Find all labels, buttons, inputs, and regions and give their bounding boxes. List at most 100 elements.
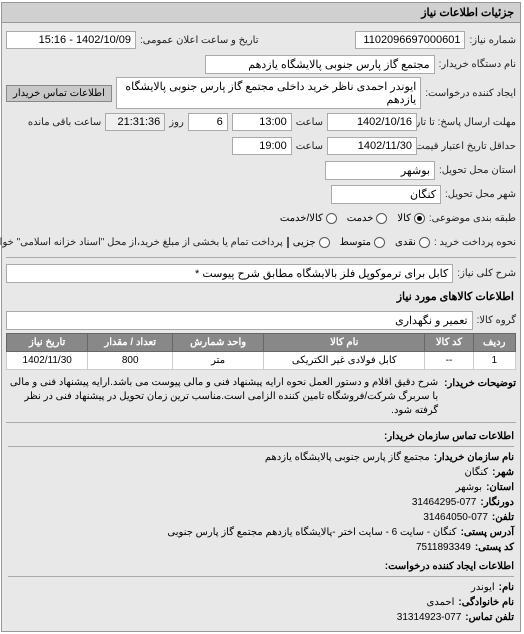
pack-opt-a-label: کالا (398, 213, 412, 224)
validity-time-label: ساعت (297, 141, 324, 152)
countdown-days-field: 6 (189, 113, 229, 131)
pay-opt-c-label: جزیی (294, 237, 317, 248)
c2-tel-value: 31314923-077 (398, 610, 463, 625)
kv-c2-name: نام: ایوندر (9, 580, 515, 595)
c-post-value: 7511893349 (417, 540, 472, 555)
c-fax-label: دورنگار: (481, 495, 515, 510)
pack-label: طبقه بندی موضوعی: (430, 213, 517, 224)
cell-name: کابل فولادی غیر الکتریکی (265, 352, 426, 370)
buyer-org-field: مجتمع گاز پارس جنوبی پالایشگاه یازدهم (206, 55, 436, 74)
radio-dot-icon (377, 213, 388, 224)
cell-date: 1402/11/30 (8, 352, 89, 370)
countdown-time-field: 21:31:36 (106, 113, 166, 131)
row-creator: ایجاد کننده درخواست: ایوندر احمدی ناظر خ… (7, 77, 517, 109)
group-label: گروه کالا: (478, 315, 517, 326)
pack-opt-b-label: خدمت (348, 213, 375, 224)
pay-opt-a-label: نقدی (396, 237, 417, 248)
cell-code: -- (426, 352, 474, 370)
public-datetime-label: تاریخ و ساعت اعلان عمومی: (141, 35, 260, 46)
kv-tel: تلفن:31464050-077 (9, 510, 515, 525)
cell-qty: 800 (89, 352, 174, 370)
pack-radio-group: کالا خدمت کالا/خدمت (281, 213, 426, 224)
col-qty: تعداد / مقدار (89, 334, 174, 352)
buyer-org-label: نام دستگاه خریدار: (440, 59, 517, 70)
buyer-contact-button[interactable]: اطلاعات تماس خریدار (7, 85, 113, 102)
row-response-deadline: مهلت ارسال پاسخ: تا تاریخ: 1402/10/16 سا… (7, 111, 517, 133)
details-panel: جزئیات اطلاعات نیاز شماره نیاز: 11020966… (2, 2, 522, 632)
separator (7, 257, 517, 258)
col-unit: واحد شمارش (174, 334, 265, 352)
separator (7, 422, 517, 423)
kv-fax: دورنگار:31464295-077 (9, 495, 515, 510)
request-number-field: 1102096697000601 (356, 31, 466, 49)
resp-time-field: 13:00 (233, 113, 293, 131)
c2-lname-value: احمدی (428, 595, 456, 610)
c-post-label: کد پستی: (476, 540, 515, 555)
panel-title: جزئیات اطلاعات نیاز (3, 3, 521, 23)
cell-unit: متر (174, 352, 265, 370)
creator-field: ایوندر احمدی ناظر خرید داخلی مجتمع گاز پ… (117, 77, 422, 109)
pay-note-label: پرداخت تمام یا بخشی از مبلغ خرید،از محل … (0, 237, 284, 248)
goods-section-title: اطلاعات کالاهای مورد نیاز (7, 286, 517, 307)
goods-table-head: ردیف کد کالا نام کالا واحد شمارش تعداد /… (8, 334, 517, 352)
city-field: کنگان (332, 185, 442, 204)
desc-label: شرح کلی نیاز: (458, 268, 517, 279)
c-prov-label: استان: (487, 480, 515, 495)
row-description: شرح کلی نیاز: کابل برای ترموکوپل فلز بال… (7, 262, 517, 284)
kv-prov: استان: بوشهر (9, 480, 515, 495)
remark-body: شرح دقیق اقلام و دستور العمل نحوه ارایه … (7, 376, 439, 418)
row-buyer-org: نام دستگاه خریدار: مجتمع گاز پارس جنوبی … (7, 53, 517, 75)
pay-radio-cash[interactable]: نقدی (396, 237, 431, 248)
row-validity: حداقل تاریخ اعتبار قیمت: تا تاریخ: 1402/… (7, 135, 517, 157)
kv-city: شهر:کنگان (9, 465, 515, 480)
c2-lname-label: نام خانوادگی: (459, 595, 515, 610)
goods-table-body: 1 -- کابل فولادی غیر الکتریکی متر 800 14… (8, 352, 517, 370)
kv-org: نام سازمان خریدار:مجتمع گاز پارس جنوبی پ… (9, 450, 515, 465)
pay-label: نحوه پرداخت خرید : (435, 237, 517, 248)
pay-radio-med[interactable]: متوسط (341, 237, 386, 248)
col-row: ردیف (474, 334, 516, 352)
pay-radio-part[interactable]: جزیی (294, 237, 331, 248)
validity-label: حداقل تاریخ اعتبار قیمت: تا تاریخ: (422, 141, 517, 152)
c-org-value: مجتمع گاز پارس جنوبی پالایشگاه یازدهم (266, 450, 431, 465)
treasury-checkbox[interactable] (288, 237, 290, 248)
radio-dot-icon (320, 237, 331, 248)
form-area: شماره نیاز: 1102096697000601 تاریخ و ساع… (3, 23, 521, 631)
radio-dot-icon (420, 237, 431, 248)
pack-radio-both[interactable]: کالا/خدمت (281, 213, 338, 224)
province-label: استان محل تحویل: (440, 165, 517, 176)
city-label: شهر محل تحویل: (446, 189, 517, 200)
c-prov-value: بوشهر (457, 480, 483, 495)
pack-radio-kala[interactable]: کالا (398, 213, 426, 224)
c-fax-value: 31464295-077 (413, 495, 478, 510)
row-goods-group: گروه کالا: تعمیر و نگهداری (7, 309, 517, 331)
pack-radio-khadmat[interactable]: خدمت (348, 213, 389, 224)
c-addr-value: کنگان - سایت 6 - سایت اختر -پالایشگاه یا… (168, 525, 457, 540)
col-date: تاریخ نیاز (8, 334, 89, 352)
kv-post: کد پستی: 7511893349 (9, 540, 515, 555)
c2-name-value: ایوندر (472, 580, 496, 595)
resp-time-label: ساعت (297, 117, 324, 128)
resp-date-field: 1402/10/16 (328, 113, 418, 131)
pay-radio-group: نقدی متوسط جزیی (294, 237, 431, 248)
buyer-contact-header: اطلاعات تماس سازمان خریدار: (9, 429, 515, 447)
c2-name-label: نام: (500, 580, 515, 595)
resp-deadline-label: مهلت ارسال پاسخ: تا تاریخ: (422, 117, 517, 128)
row-remarks: توضیحات خریدار: شرح دقیق اقلام و دستور ا… (7, 376, 517, 418)
c2-tel-label: تلفن تماس: (466, 610, 515, 625)
kv-addr: آدرس پستی:کنگان - سایت 6 - سایت اختر -پا… (9, 525, 515, 540)
col-code: کد کالا (426, 334, 474, 352)
desc-field: کابل برای ترموکوپل فلز بالایشگاه مطابق ش… (7, 264, 454, 283)
buyer-contact-block: اطلاعات تماس سازمان خریدار: نام سازمان خ… (7, 427, 517, 557)
creator-label: ایجاد کننده درخواست: (426, 88, 517, 99)
cell-row: 1 (474, 352, 516, 370)
col-name: نام کالا (265, 334, 426, 352)
c-city-value: کنگان (465, 465, 489, 480)
remark-label: توضیحات خریدار: (445, 376, 517, 418)
kv-c2-tel: تلفن تماس:31314923-077 (9, 610, 515, 625)
row-request-number: شماره نیاز: 1102096697000601 تاریخ و ساع… (7, 29, 517, 51)
kv-c2-lname: نام خانوادگی:احمدی (9, 595, 515, 610)
province-field: بوشهر (326, 161, 436, 180)
radio-dot-icon (375, 237, 386, 248)
radio-dot-icon (415, 213, 426, 224)
